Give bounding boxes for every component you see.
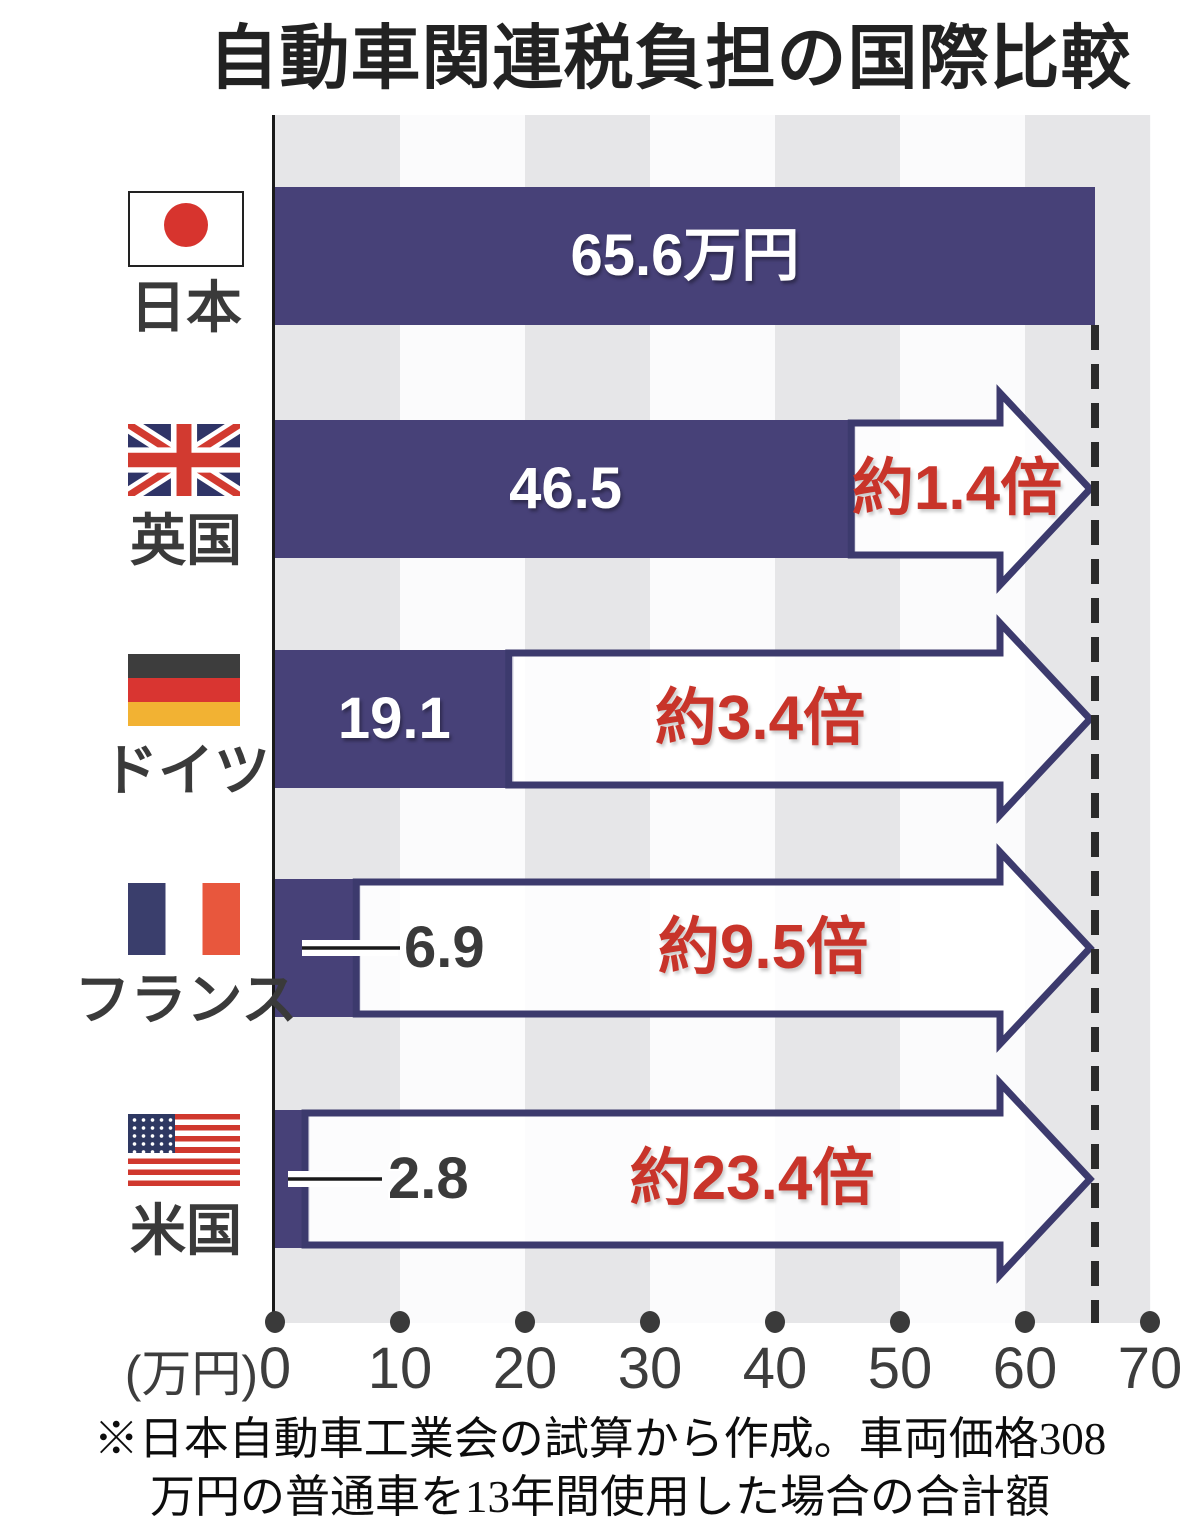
- bar-germany: [275, 650, 514, 788]
- axis-tick-10: 10: [367, 1336, 433, 1401]
- value-label-germany: 19.1: [337, 686, 451, 751]
- bar-japan: [275, 187, 1095, 325]
- axis-tick-70: 70: [1117, 1336, 1183, 1401]
- y-axis-line: [272, 115, 275, 1323]
- axis-tick-40: 40: [742, 1336, 808, 1401]
- value-label-uk: 46.5: [509, 456, 623, 521]
- japan-flag-icon: [128, 191, 244, 267]
- country-label-japan: 日本: [130, 276, 242, 339]
- axis-unit-label: (万円): [124, 1346, 258, 1402]
- axis-tick-0: 0: [258, 1336, 292, 1401]
- union-jack-graphic: [128, 424, 240, 496]
- bar-uk: [275, 420, 857, 558]
- japan-flag-sun: [164, 202, 208, 247]
- value-label-france: 6.9: [404, 915, 485, 980]
- usa-flag-canton: [128, 1114, 175, 1153]
- usa-flag-icon: [128, 1114, 240, 1186]
- axis-tick-50: 50: [867, 1336, 933, 1401]
- value-label-japan: 65.6万円: [570, 223, 800, 288]
- source-footnote: ※日本自動車工業会の試算から作成。車両価格308 万円の普通車を13年間使用した…: [0, 1410, 1200, 1526]
- axis-tick-60: 60: [992, 1336, 1058, 1401]
- ratio-label-uk: 約1.4倍: [851, 454, 1063, 523]
- country-label-france: フランス: [74, 968, 298, 1031]
- france-flag-icon: [128, 883, 240, 955]
- uk-flag-icon: [128, 424, 240, 496]
- footnote-line-1: ※日本自動車工業会の試算から作成。車両価格308: [93, 1414, 1107, 1464]
- ratio-label-germany: 約3.4倍: [654, 684, 866, 753]
- axis-tick-30: 30: [617, 1336, 683, 1401]
- ratio-label-france: 約9.5倍: [657, 913, 869, 982]
- chart-title: 自動車関連税負担の国際比較: [208, 19, 1132, 97]
- value-label-usa: 2.8: [388, 1146, 469, 1211]
- footnote-line-2: 万円の普通車を13年間使用した場合の合計額: [149, 1472, 1050, 1522]
- country-label-germany: ドイツ: [102, 739, 270, 802]
- country-label-usa: 米国: [130, 1199, 242, 1262]
- country-label-uk: 英国: [130, 509, 242, 572]
- germany-flag-icon: [128, 654, 240, 726]
- ratio-label-usa: 約23.4倍: [629, 1144, 875, 1213]
- axis-tick-20: 20: [492, 1336, 558, 1401]
